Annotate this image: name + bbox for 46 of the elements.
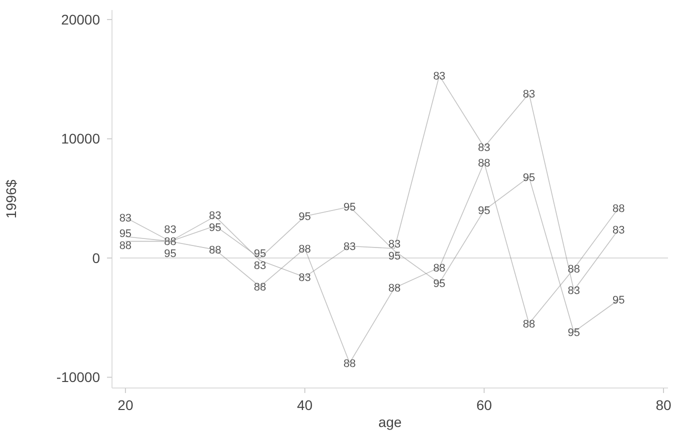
y-tick-label: -10000	[56, 369, 100, 386]
text: 83	[478, 142, 490, 154]
series-label: 83	[522, 88, 536, 100]
y-axis-title: 1996$	[3, 179, 19, 218]
text: 88	[298, 243, 311, 256]
text: 83	[388, 238, 401, 251]
text: 83	[568, 285, 580, 298]
text: 88	[612, 202, 625, 215]
text: 88	[344, 358, 356, 370]
text: 95	[568, 326, 580, 339]
text: 83	[209, 210, 222, 222]
text: 95	[254, 248, 266, 260]
text: 83	[433, 70, 446, 82]
text: 88	[478, 157, 490, 170]
x-tick-label: 80	[656, 397, 672, 413]
text: 88	[568, 264, 580, 276]
text: 88	[388, 282, 401, 295]
text: 83	[119, 212, 132, 224]
x-tick-label: 20	[118, 397, 134, 413]
text: 83	[344, 240, 356, 253]
text: 95	[164, 248, 176, 260]
text: 95	[119, 228, 132, 240]
text: 83	[612, 224, 625, 236]
x-axis-title: age	[378, 414, 402, 430]
text: 95	[612, 294, 625, 307]
text: 88	[164, 236, 176, 248]
text: 95	[433, 278, 446, 290]
text: 88	[119, 240, 132, 252]
text: 95	[344, 202, 356, 214]
x-tick-label: 60	[476, 397, 492, 413]
text: 95	[298, 211, 311, 224]
y-tick-label: 10000	[61, 130, 100, 147]
series-label: 95	[209, 222, 222, 234]
text: 88	[433, 262, 446, 274]
text: 88	[522, 318, 536, 330]
text: 95	[388, 250, 401, 263]
y-tick-label: 0	[92, 250, 100, 266]
y-tick-label: 20000	[61, 11, 100, 28]
text: 95	[522, 172, 536, 184]
x-tick-label: 40	[297, 397, 313, 413]
series-label: 88	[254, 281, 266, 294]
text: 83	[164, 224, 176, 236]
text: 83	[298, 272, 311, 284]
text: 88	[209, 244, 222, 257]
text: 95	[478, 205, 490, 218]
text: 83	[254, 260, 266, 272]
